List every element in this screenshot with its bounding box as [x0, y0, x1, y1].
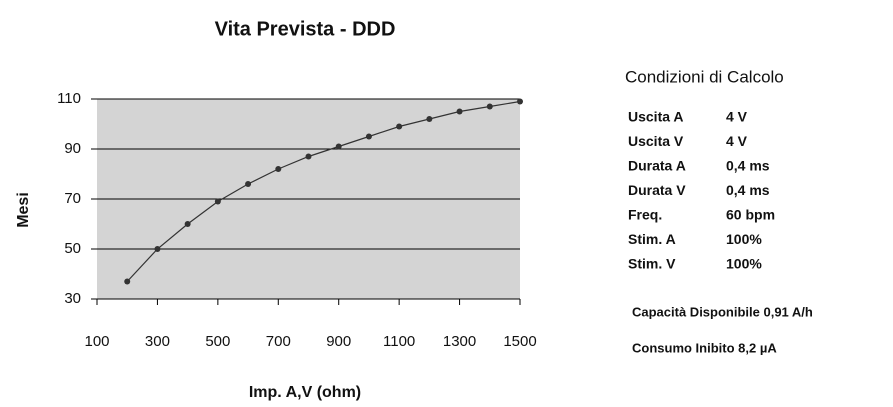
point — [486, 103, 493, 110]
panel-value: 0,4 ms — [726, 158, 770, 174]
x-tick-label: 1100 — [383, 333, 415, 350]
panel-value: 100% — [726, 256, 762, 272]
y-tick-label: 90 — [64, 140, 81, 157]
point — [275, 166, 282, 172]
x-tick-label: 1500 — [503, 333, 536, 350]
point — [305, 153, 312, 160]
y-tick-label: 30 — [64, 290, 81, 307]
panel-note: Capacità Disponibile 0,91 A/h — [632, 304, 813, 319]
panel-label: Uscita V — [628, 133, 684, 149]
x-tick-label: 900 — [326, 333, 351, 350]
y-axis-label: Mesi — [15, 192, 32, 228]
x-tick-label: 500 — [205, 333, 230, 350]
panel-value: 60 bpm — [726, 207, 775, 223]
panel-value: 0,4 ms — [726, 182, 770, 198]
point — [456, 108, 463, 115]
panel-label: Durata V — [628, 182, 686, 198]
x-axis-label: Imp. A,V (ohm) — [249, 384, 361, 401]
point — [214, 198, 221, 205]
panel-label: Stim. A — [628, 231, 676, 247]
panel-value: 100% — [726, 231, 762, 247]
point — [396, 123, 403, 130]
x-tick-label: 100 — [84, 333, 109, 350]
point — [184, 221, 191, 227]
panel-title: Condizioni di Calcolo — [625, 67, 784, 86]
y-tick-label: 110 — [57, 90, 81, 107]
panel-label: Freq. — [628, 207, 662, 223]
point — [124, 278, 131, 285]
point — [365, 133, 372, 140]
x-tick-label: 700 — [266, 333, 291, 350]
panel-value: 4 V — [726, 109, 748, 125]
panel-label: Uscita A — [628, 109, 684, 125]
panel-value: 4 V — [726, 133, 748, 149]
line — [126, 100, 521, 282]
point — [426, 116, 433, 122]
panel-label: Durata A — [628, 158, 686, 174]
panel-label: Stim. V — [628, 256, 676, 272]
x-tick-label: 300 — [145, 333, 170, 350]
panel-note: Consumo Inibito 8,2 µA — [632, 340, 777, 355]
x-tick-label: 1300 — [443, 333, 476, 350]
y-tick-label: 50 — [64, 240, 81, 257]
point — [245, 181, 252, 187]
point — [517, 98, 523, 105]
point — [335, 143, 342, 150]
y-tick-label: 70 — [64, 190, 81, 207]
point — [154, 246, 161, 252]
chart-title: Vita Prevista - DDD — [215, 18, 396, 40]
